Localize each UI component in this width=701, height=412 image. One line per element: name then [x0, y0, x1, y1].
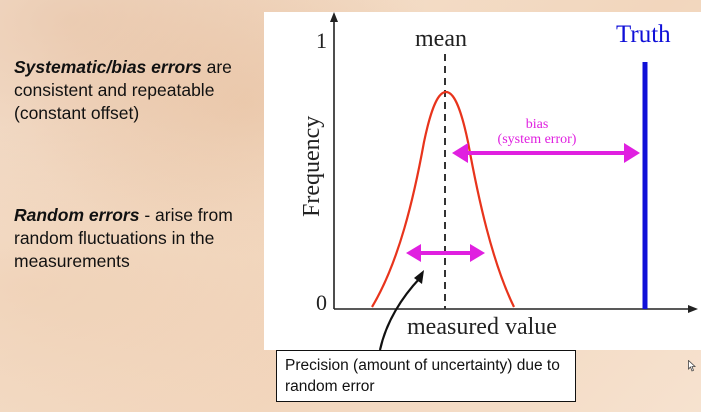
callout-pointer	[378, 277, 421, 350]
mouse-cursor-icon	[688, 360, 696, 372]
diagram-canvas: 1 0 Frequency measured value mean Truth …	[299, 12, 698, 350]
bias-sublabel: (system error)	[498, 132, 577, 147]
systematic-errors-text: Systematic/bias errors are consistent an…	[14, 56, 254, 125]
random-errors-description: - arise from random fluctuations in the …	[14, 205, 233, 271]
distribution-curve	[371, 90, 515, 308]
precision-arrow-left-head	[406, 244, 421, 262]
y-bottom-tick: 0	[316, 290, 327, 315]
x-axis-arrow-icon	[688, 305, 698, 313]
truth-label: Truth	[616, 21, 671, 48]
precision-arrow-right-head	[470, 244, 485, 262]
error-diagram: 1 0 Frequency measured value mean Truth …	[264, 12, 701, 350]
systematic-errors-description: are consistent and repeatable (constant …	[14, 57, 232, 123]
random-errors-emphasis: Random errors	[14, 205, 140, 225]
precision-callout-text: Precision (amount of uncertainty) due to…	[285, 357, 560, 395]
bias-label: bias	[526, 117, 549, 132]
mean-label: mean	[415, 26, 467, 52]
x-axis-label: measured value	[407, 314, 557, 340]
precision-callout: Precision (amount of uncertainty) due to…	[276, 350, 576, 402]
systematic-errors-emphasis: Systematic/bias errors	[14, 57, 202, 77]
y-top-tick: 1	[316, 28, 327, 53]
y-axis-label: Frequency	[299, 116, 325, 217]
callout-pointer-arrow-icon	[414, 270, 424, 284]
bias-arrow-right-head	[624, 143, 640, 163]
random-errors-text: Random errors - arise from random fluctu…	[14, 204, 254, 273]
bias-arrow-left-head	[452, 143, 468, 163]
y-axis-arrow-icon	[330, 12, 338, 22]
